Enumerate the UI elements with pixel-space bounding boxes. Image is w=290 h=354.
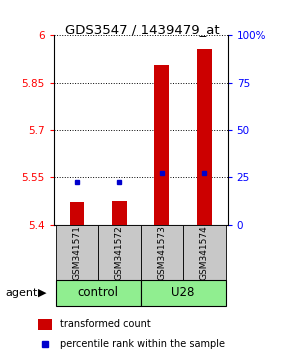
Bar	[141, 280, 226, 306]
Bar	[98, 225, 141, 280]
Text: percentile rank within the sample: percentile rank within the sample	[60, 339, 225, 349]
Bar	[197, 48, 212, 225]
Text: agent: agent	[6, 288, 38, 298]
Text: control: control	[78, 286, 119, 299]
Text: GDS3547 / 1439479_at: GDS3547 / 1439479_at	[65, 23, 220, 36]
Text: GSM341574: GSM341574	[200, 225, 209, 280]
Bar	[141, 225, 183, 280]
Bar	[56, 225, 98, 280]
Bar	[155, 65, 169, 225]
Bar	[56, 280, 141, 306]
Text: GSM341573: GSM341573	[157, 225, 166, 280]
Bar	[183, 225, 226, 280]
Bar	[70, 202, 84, 225]
Text: U28: U28	[171, 286, 195, 299]
Text: ▶: ▶	[38, 288, 46, 298]
Text: GSM341571: GSM341571	[72, 225, 81, 280]
Text: GSM341572: GSM341572	[115, 225, 124, 280]
Text: transformed count: transformed count	[60, 319, 151, 329]
Bar	[112, 201, 127, 225]
Bar	[38, 319, 52, 330]
